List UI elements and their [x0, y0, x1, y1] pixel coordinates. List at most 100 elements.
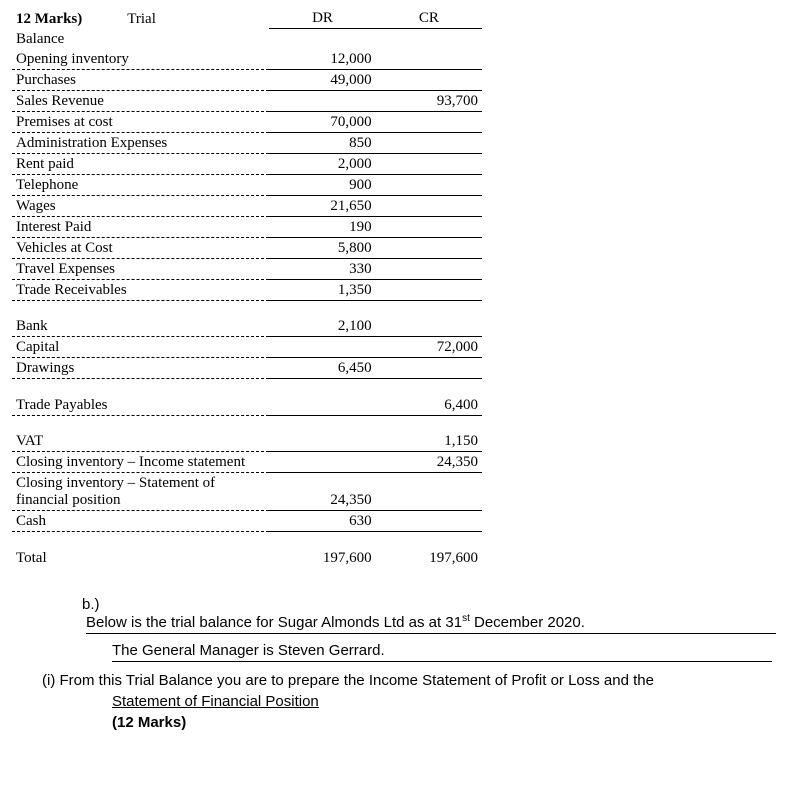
q-b-prefix: b.) [82, 596, 100, 613]
table-row: Administration Expenses850 [12, 132, 482, 153]
trial-balance-table: 12 Marks) Trial DR CR Balance Opening in… [12, 8, 482, 568]
table-row: Capital 72,000 [12, 337, 482, 358]
marks-label: 12 Marks) [16, 11, 82, 27]
row-cr [376, 358, 482, 379]
row-dr: 2,000 [269, 153, 375, 174]
row-label: Wages [12, 195, 269, 216]
row-label: Opening inventory [12, 49, 269, 70]
table-row: Travel Expenses330 [12, 258, 482, 279]
row-dr: 5,800 [269, 237, 375, 258]
row-label: Premises at cost [12, 111, 269, 132]
row-label: Rent paid [12, 153, 269, 174]
row-dr: 190 [269, 216, 375, 237]
row-cr [376, 195, 482, 216]
row-dr: 6,450 [269, 358, 375, 379]
cr-header: CR [376, 8, 482, 29]
q-i-marks: (12 Marks) [112, 714, 186, 731]
table-row: Wages21,650 [12, 195, 482, 216]
row-dr: 330 [269, 258, 375, 279]
balance-label: Balance [12, 29, 269, 49]
row-cr [376, 473, 482, 511]
total-dr: 197,600 [269, 548, 375, 568]
table-row: Closing inventory – Statement of financi… [12, 473, 482, 511]
table-row: Purchases49,000 [12, 69, 482, 90]
row-cr: 72,000 [376, 337, 482, 358]
row-label: Trade Receivables [12, 279, 269, 300]
q-b-sup: st [462, 613, 470, 624]
table-row: Drawings6,450 [12, 358, 482, 379]
q-i-text2: Statement of Financial Position [112, 693, 319, 710]
row-cr [376, 111, 482, 132]
row-cr [376, 132, 482, 153]
row-cr [376, 316, 482, 337]
row-dr [269, 395, 375, 416]
row-label: Purchases [12, 69, 269, 90]
row-label: Drawings [12, 358, 269, 379]
q-i-prefix: (i) [42, 672, 55, 689]
table-row: Bank2,100 [12, 316, 482, 337]
table-row: Interest Paid190 [12, 216, 482, 237]
trial-label: Trial [127, 11, 156, 27]
row-cr [376, 258, 482, 279]
row-dr: 900 [269, 174, 375, 195]
row-cr: 93,700 [376, 90, 482, 111]
row-cr: 6,400 [376, 395, 482, 416]
row-cr [376, 69, 482, 90]
q-b-text-1: Below is the trial balance for Sugar Alm… [86, 614, 462, 631]
table-row: Cash630 [12, 511, 482, 532]
row-dr [269, 337, 375, 358]
total-row: Total 197,600 197,600 [12, 548, 482, 568]
row-cr [376, 511, 482, 532]
dr-header: DR [269, 8, 375, 29]
row-dr [269, 452, 375, 473]
total-label: Total [12, 548, 269, 568]
table-row: Vehicles at Cost5,800 [12, 237, 482, 258]
row-label: Closing inventory – Statement of financi… [12, 473, 269, 511]
row-dr: 12,000 [269, 49, 375, 70]
table-row: Sales Revenue 93,700 [12, 90, 482, 111]
row-cr [376, 279, 482, 300]
row-label: Telephone [12, 174, 269, 195]
table-row: Trade Receivables1,350 [12, 279, 482, 300]
row-label: Travel Expenses [12, 258, 269, 279]
row-cr [376, 49, 482, 70]
row-label: Capital [12, 337, 269, 358]
row-dr [269, 90, 375, 111]
row-dr: 2,100 [269, 316, 375, 337]
row-cr: 1,150 [376, 431, 482, 452]
row-label: Trade Payables [12, 395, 269, 416]
row-dr [269, 431, 375, 452]
row-dr: 630 [269, 511, 375, 532]
table-row: Telephone900 [12, 174, 482, 195]
table-row: Trade Payables 6,400 [12, 395, 482, 416]
table-row: Closing inventory – Income statement 24,3… [12, 452, 482, 473]
table-row: Premises at cost70,000 [12, 111, 482, 132]
row-cr [376, 174, 482, 195]
question-section: b.) Below is the trial balance for Sugar… [12, 596, 788, 731]
row-dr: 1,350 [269, 279, 375, 300]
row-dr: 70,000 [269, 111, 375, 132]
row-cr [376, 153, 482, 174]
q-gm: The General Manager is Steven Gerrard. [112, 642, 385, 659]
row-cr [376, 216, 482, 237]
row-dr: 49,000 [269, 69, 375, 90]
row-label: Sales Revenue [12, 90, 269, 111]
row-label: Bank [12, 316, 269, 337]
q-b-text-2: December 2020. [470, 614, 585, 631]
q-i-text: From this Trial Balance you are to prepa… [60, 672, 654, 689]
header-label: 12 Marks) Trial [12, 8, 269, 29]
row-label: VAT [12, 431, 269, 452]
row-cr: 24,350 [376, 452, 482, 473]
row-label: Interest Paid [12, 216, 269, 237]
table-row: Opening inventory12,000 [12, 49, 482, 70]
row-label: Administration Expenses [12, 132, 269, 153]
row-label: Closing inventory – Income statement [12, 452, 269, 473]
row-cr [376, 237, 482, 258]
row-label: Cash [12, 511, 269, 532]
row-dr: 24,350 [269, 473, 375, 511]
row-dr: 850 [269, 132, 375, 153]
row-dr: 21,650 [269, 195, 375, 216]
total-cr: 197,600 [376, 548, 482, 568]
table-row: Rent paid2,000 [12, 153, 482, 174]
row-label: Vehicles at Cost [12, 237, 269, 258]
